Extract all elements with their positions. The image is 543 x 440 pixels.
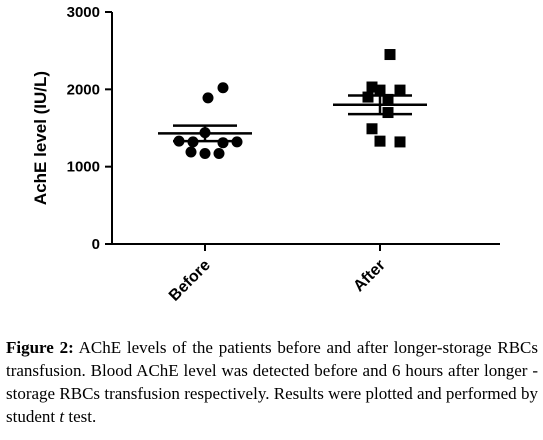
y-axis-title: AchE level (IU/L) — [31, 71, 50, 205]
y-tick-label: 1000 — [67, 159, 100, 176]
data-point — [384, 49, 396, 61]
data-point — [382, 93, 394, 105]
data-point — [217, 137, 229, 149]
data-point — [202, 92, 214, 104]
data-point — [366, 81, 378, 93]
data-point — [366, 123, 378, 135]
y-tick-label: 3000 — [67, 4, 100, 21]
caption-text-end: test. — [64, 407, 97, 426]
data-point — [374, 135, 386, 147]
data-marks — [158, 49, 427, 160]
x-tick-label-after: After — [350, 257, 388, 295]
x-tick-label-before: Before — [166, 257, 214, 305]
caption-t-symbol: t — [59, 407, 65, 426]
y-tick-label: 2000 — [67, 81, 100, 98]
axes: 0 1000 2000 3000 Before After — [67, 4, 500, 305]
caption-text: AChE levels of the patients before and a… — [6, 338, 538, 426]
data-point — [374, 84, 386, 96]
caption-label: Figure 2: — [6, 338, 74, 357]
data-point — [394, 84, 406, 96]
data-point — [199, 148, 211, 160]
data-point — [217, 82, 229, 94]
data-point — [382, 107, 394, 119]
scatter-chart: 0 1000 2000 3000 Before After AchE level (IU/… — [31, 4, 500, 305]
data-point — [185, 146, 197, 158]
series-after — [333, 49, 427, 148]
series-before — [158, 82, 252, 160]
y-tick-label: 0 — [92, 236, 100, 253]
data-point — [213, 148, 225, 160]
data-point — [362, 91, 374, 103]
figure-caption: Figure 2: AChE levels of the patients be… — [6, 336, 538, 428]
data-point — [394, 136, 406, 148]
